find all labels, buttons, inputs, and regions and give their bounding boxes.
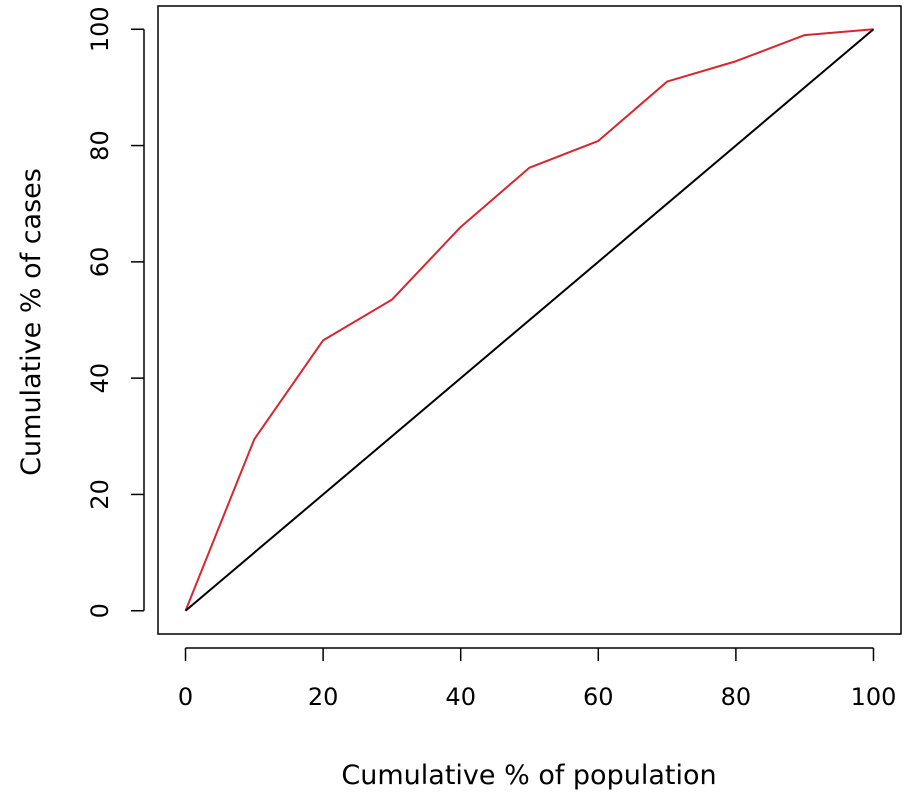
x-tick-label-100: 100 bbox=[851, 683, 897, 711]
series-layer bbox=[184, 28, 875, 612]
y-axis-title: Cumulative % of cases bbox=[16, 168, 47, 476]
x-tick-label-20: 20 bbox=[308, 683, 339, 711]
x-tick-label-80: 80 bbox=[721, 683, 752, 711]
x-tick-label-40: 40 bbox=[445, 683, 476, 711]
series-line-0 bbox=[184, 28, 874, 612]
y-tick-label-80: 80 bbox=[86, 130, 114, 161]
x-axis-title: Cumulative % of population bbox=[341, 760, 716, 791]
y-tick-label-40: 40 bbox=[86, 363, 114, 394]
y-tick-label-100: 100 bbox=[86, 6, 114, 52]
y-tick-label-60: 60 bbox=[86, 247, 114, 278]
x-tick-label-0: 0 bbox=[178, 683, 193, 711]
y-axis: 0 20 40 60 80 100 bbox=[86, 6, 145, 618]
x-tick-label-60: 60 bbox=[583, 683, 614, 711]
x-axis: 0 20 40 60 80 100 bbox=[178, 647, 897, 711]
plot-frame bbox=[157, 5, 902, 635]
series-line-1 bbox=[184, 28, 875, 612]
y-tick-label-0: 0 bbox=[86, 603, 114, 618]
y-tick-label-20: 20 bbox=[86, 479, 114, 510]
